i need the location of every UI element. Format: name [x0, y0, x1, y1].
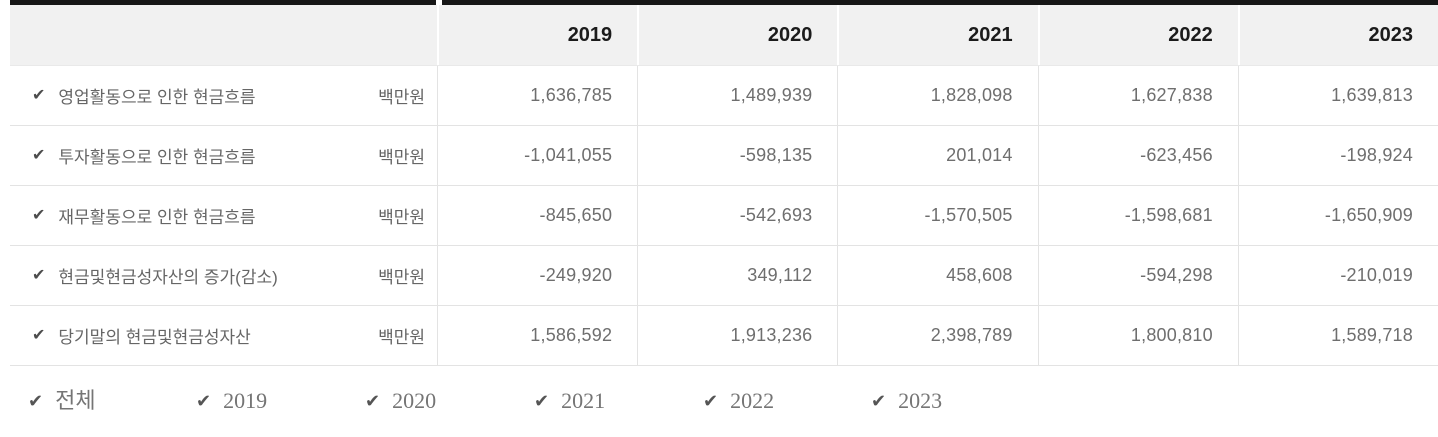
check-icon[interactable]: ✔ — [32, 266, 46, 284]
cell-value: -542,693 — [637, 186, 837, 245]
row-label: 투자활동으로 인한 현금흐름 — [58, 148, 256, 167]
filter-all[interactable]: ✔ 전체 — [28, 386, 96, 417]
cell-value: -1,570,505 — [837, 186, 1037, 245]
cell-value: 1,828,098 — [837, 66, 1037, 125]
table-row-increase-in-cash: ✔ 현금및현금성자산의 증가(감소) 백만원 -249,920 349,112 … — [10, 246, 1438, 306]
check-icon[interactable]: ✔ — [534, 391, 550, 412]
check-icon[interactable]: ✔ — [365, 391, 381, 412]
check-icon[interactable]: ✔ — [32, 206, 46, 224]
check-icon[interactable]: ✔ — [871, 391, 887, 412]
cell-value: -1,650,909 — [1237, 186, 1438, 245]
cell-value: -249,920 — [437, 246, 637, 305]
filter-2022[interactable]: ✔ 2022 — [703, 386, 774, 417]
cell-value: -623,456 — [1037, 126, 1238, 185]
row-header-cell[interactable]: ✔ 투자활동으로 인한 현금흐름 백만원 — [10, 126, 437, 185]
row-label: 당기말의 현금및현금성자산 — [58, 328, 251, 347]
filter-label: 2019 — [223, 388, 268, 413]
cell-value: 2,398,789 — [837, 306, 1037, 365]
table-row-investing-cash-flow: ✔ 투자활동으로 인한 현금흐름 백만원 -1,041,055 -598,135… — [10, 126, 1438, 186]
column-header-2021: 2021 — [837, 5, 1037, 65]
cell-value: 349,112 — [637, 246, 837, 305]
cell-value: -1,598,681 — [1037, 186, 1238, 245]
cell-value: -845,650 — [437, 186, 637, 245]
check-icon[interactable]: ✔ — [28, 391, 44, 412]
column-header-2023: 2023 — [1237, 5, 1438, 65]
cell-value: -1,041,055 — [437, 126, 637, 185]
filter-2020[interactable]: ✔ 2020 — [365, 386, 436, 417]
cell-value: 1,586,592 — [437, 306, 637, 365]
filter-label: 2020 — [392, 388, 437, 413]
row-header-cell[interactable]: ✔ 현금및현금성자산의 증가(감소) 백만원 — [10, 246, 437, 305]
cell-value: 1,627,838 — [1037, 66, 1238, 125]
filter-label: 2023 — [898, 388, 943, 413]
cell-value: 201,014 — [837, 126, 1037, 185]
check-icon[interactable]: ✔ — [703, 391, 719, 412]
cell-value: -598,135 — [637, 126, 837, 185]
row-header-cell[interactable]: ✔ 당기말의 현금및현금성자산 백만원 — [10, 306, 437, 365]
column-header-2019: 2019 — [437, 5, 637, 65]
cell-value: 1,636,785 — [437, 66, 637, 125]
table-row-cash-at-end-of-period: ✔ 당기말의 현금및현금성자산 백만원 1,586,592 1,913,236 … — [10, 306, 1438, 366]
row-unit: 백만원 — [378, 328, 425, 347]
row-unit: 백만원 — [378, 268, 425, 287]
cell-value: 1,913,236 — [637, 306, 837, 365]
filter-label: 2021 — [561, 388, 606, 413]
table-row-financing-cash-flow: ✔ 재무활동으로 인한 현금흐름 백만원 -845,650 -542,693 -… — [10, 186, 1438, 246]
row-unit: 백만원 — [378, 88, 425, 107]
cell-value: 1,800,810 — [1037, 306, 1238, 365]
cell-value: -594,298 — [1037, 246, 1238, 305]
column-header-2022: 2022 — [1037, 5, 1238, 65]
row-header-cell[interactable]: ✔ 재무활동으로 인한 현금흐름 백만원 — [10, 186, 437, 245]
cell-value: 1,589,718 — [1237, 306, 1438, 365]
cell-value: 1,639,813 — [1237, 66, 1438, 125]
filter-label: 2022 — [730, 388, 775, 413]
row-unit: 백만원 — [378, 148, 425, 167]
cell-value: -210,019 — [1237, 246, 1438, 305]
filter-2019[interactable]: ✔ 2019 — [196, 386, 267, 417]
table-row-operating-cash-flow: ✔ 영업활동으로 인한 현금흐름 백만원 1,636,785 1,489,939… — [10, 66, 1438, 126]
row-label: 재무활동으로 인한 현금흐름 — [58, 208, 256, 227]
row-unit: 백만원 — [378, 208, 425, 227]
cell-value: -198,924 — [1237, 126, 1438, 185]
cell-value: 458,608 — [837, 246, 1037, 305]
row-header-cell[interactable]: ✔ 영업활동으로 인한 현금흐름 백만원 — [10, 66, 437, 125]
year-filter-bar: ✔ 전체 ✔ 2019 ✔ 2020 ✔ 2021 ✔ 2022 ✔ 2023 — [10, 368, 1438, 437]
check-icon[interactable]: ✔ — [32, 86, 46, 104]
cell-value: 1,489,939 — [637, 66, 837, 125]
check-icon[interactable]: ✔ — [32, 326, 46, 344]
filter-2021[interactable]: ✔ 2021 — [534, 386, 605, 417]
check-icon[interactable]: ✔ — [32, 146, 46, 164]
row-label: 현금및현금성자산의 증가(감소) — [58, 268, 278, 287]
row-label: 영업활동으로 인한 현금흐름 — [58, 88, 256, 107]
column-header-2020: 2020 — [637, 5, 837, 65]
financial-table: 2019 2020 2021 2022 2023 ✔ 영업활동으로 인한 현금흐… — [10, 0, 1438, 366]
filter-label: 전체 — [55, 388, 96, 413]
table-header-row: 2019 2020 2021 2022 2023 — [10, 0, 1438, 66]
filter-2023[interactable]: ✔ 2023 — [871, 386, 942, 417]
check-icon[interactable]: ✔ — [196, 391, 212, 412]
table-corner-cell — [10, 5, 437, 65]
